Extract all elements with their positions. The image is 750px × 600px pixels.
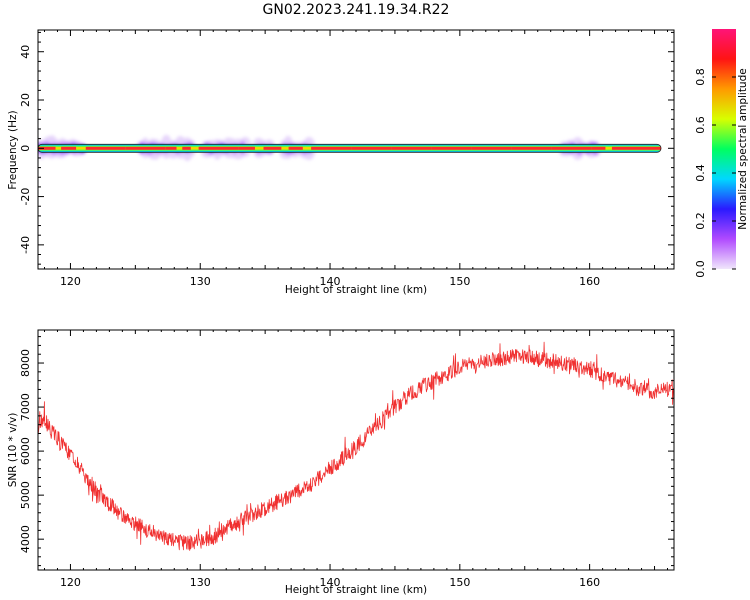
track-core-gap	[302, 147, 312, 150]
track-core-segment	[591, 146, 606, 150]
snr-x-tick-label: 130	[190, 576, 211, 589]
track-outline	[38, 143, 662, 153]
colorbar-ticks: 0.0 0.2 0.4 0.6 0.8	[694, 68, 736, 278]
figure-title: GN02.2023.241.19.34.R22	[263, 2, 450, 18]
track-core-segment	[61, 146, 77, 150]
track-core-segment	[263, 146, 282, 150]
track-core-segment	[311, 146, 352, 150]
snr-y-tick-label: 4000	[19, 525, 32, 553]
snr-series-line	[38, 341, 674, 551]
snr-x-tick-label: 120	[60, 576, 81, 589]
track-core-gap	[55, 147, 62, 150]
track-core-segment	[165, 146, 177, 150]
track-core-segment	[351, 146, 392, 150]
track-core-gap	[190, 147, 199, 150]
track-core-segment	[551, 146, 592, 150]
track-core-segment	[431, 146, 472, 150]
spectrogram-y-tick-label: -40	[19, 236, 32, 254]
snr-y-tick-label: 6000	[19, 437, 32, 465]
snr-x-tick-label: 140	[320, 576, 341, 589]
track-core-segment	[85, 146, 126, 150]
spectrogram-y-tick-label: 40	[19, 45, 32, 59]
colorbar-label: Normalized spectral amplitude	[737, 68, 749, 229]
track-core-segment	[611, 146, 652, 150]
track-core-segment	[238, 146, 255, 150]
track-core-segment	[125, 146, 166, 150]
spectrogram-y-tick-label: -20	[19, 188, 32, 206]
track-core-gap	[76, 147, 86, 150]
track-core-gap	[254, 147, 264, 150]
track-core	[38, 146, 662, 150]
snr-x-tick-label: 160	[579, 576, 600, 589]
colorbar-tick-label: 0.2	[694, 212, 707, 230]
snr-axes: 120 130 140 150 160 4000 5000 6000 7000 8000	[19, 330, 674, 589]
colorbar-tick-label: 0.6	[694, 116, 707, 134]
colorbar-tick-label: 0.0	[694, 260, 707, 278]
spectrogram-y-tick-label: 0	[19, 145, 32, 152]
track-core-segment	[182, 146, 191, 150]
track-core-segment	[38, 146, 56, 150]
track-core-segment	[471, 146, 512, 150]
colorbar: 0.0 0.2 0.4 0.6 0.8 Normalized spectral ampl…	[694, 29, 749, 278]
snr-y-tick-label: 7000	[19, 393, 32, 421]
track-core-segment	[288, 146, 303, 150]
track-core-segment	[391, 146, 432, 150]
spectrogram-x-tick-label: 160	[579, 275, 600, 288]
track-core-segment	[651, 146, 662, 150]
spectrogram-x-axis-label: Height of straight line (km)	[285, 284, 427, 296]
snr-x-axis-label: Height of straight line (km)	[285, 584, 427, 596]
track-core-segment	[511, 146, 552, 150]
spectrogram-panel: 120 130 140 150 160 -40 -20 0 20 40 Height of str…	[7, 29, 675, 296]
colorbar-tick-label: 0.4	[694, 164, 707, 182]
track-core-gap	[176, 147, 183, 150]
spectrogram-y-tick-label: 20	[19, 93, 32, 107]
track-core-gap	[605, 147, 612, 150]
spectrogram-y-axis-label: Frequency (Hz)	[7, 110, 19, 189]
snr-y-axis-label: SNR (10 * v/v)	[7, 413, 19, 488]
track-core-gap	[281, 147, 289, 150]
spectrogram-x-tick-label: 120	[60, 275, 81, 288]
spectrogram-x-tick-label: 140	[320, 275, 341, 288]
spectrogram-x-tick-label: 150	[449, 275, 470, 288]
spectrogram-axes: 120 130 140 150 160 -40 -20 0 20 40	[19, 30, 674, 288]
snr-panel: 120 130 140 150 160 4000 5000 6000 7000 8000 Heig…	[7, 329, 675, 596]
spectrogram-x-tick-label: 130	[190, 275, 211, 288]
snr-x-tick-label: 150	[449, 576, 470, 589]
snr-y-tick-label: 8000	[19, 349, 32, 377]
snr-y-tick-label: 5000	[19, 481, 32, 509]
snr-plot-area	[38, 330, 674, 570]
track-core-segment	[198, 146, 239, 150]
spectrogram-marks	[38, 134, 662, 161]
colorbar-gradient	[712, 29, 736, 269]
colorbar-tick-label: 0.8	[694, 68, 707, 86]
